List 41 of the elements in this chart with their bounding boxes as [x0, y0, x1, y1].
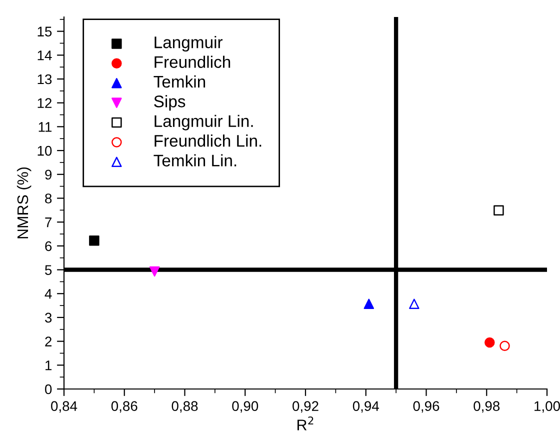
- x-tick-label: 0,98: [474, 401, 500, 413]
- x-tick-label: 0,88: [172, 401, 198, 413]
- y-tick-label: 9: [45, 170, 52, 180]
- legend-label: Temkin: [154, 75, 206, 88]
- y-tick-label: 1: [46, 360, 52, 370]
- point: [494, 205, 504, 216]
- x-tick-label: 0,94: [352, 401, 379, 413]
- legend-label: Sips: [154, 95, 186, 111]
- legend-label: Langmuir Lin.: [154, 114, 253, 130]
- y-tick-label: 0: [45, 384, 52, 394]
- x-tick-label: 1,00: [534, 401, 560, 413]
- point: [484, 337, 495, 348]
- point: [89, 236, 100, 246]
- y-tick-label: 4: [44, 289, 52, 299]
- y-tick-label: 3: [45, 312, 52, 323]
- y-axis-title: NMRS (%): [16, 167, 32, 238]
- point: [500, 340, 510, 351]
- legend-label: Temkin Lin.: [154, 154, 236, 166]
- y-tick-label: 13: [38, 74, 52, 84]
- y-tick-label: 11: [38, 122, 52, 132]
- y-tick-label: 8: [45, 194, 52, 204]
- legend-label: Langmuir: [154, 36, 223, 52]
- point: [409, 298, 420, 309]
- y-tick-label: 7: [45, 218, 52, 228]
- legend-label: Freundlich Lin.: [154, 134, 262, 147]
- x-tick-label: 0,92: [292, 401, 318, 413]
- x-tick-label: 0,90: [232, 401, 258, 413]
- y-tick-label: 10: [38, 146, 52, 156]
- y-tick-label: 6: [45, 241, 52, 252]
- x-tick-label: 0,84: [51, 401, 78, 413]
- y-tick-label: 2: [45, 336, 52, 346]
- y-tick-label: 5: [45, 265, 52, 275]
- legend-label: Freundlich: [154, 56, 230, 68]
- y-tick-label: 12: [38, 98, 52, 108]
- point: [364, 298, 374, 309]
- y-tick-label: 15: [38, 26, 52, 36]
- y-tick-label: 14: [38, 50, 52, 60]
- x-axis-title: R$^{2}$: [298, 416, 314, 430]
- x-tick-label: 0,96: [413, 401, 440, 413]
- x-tick-label: 0,86: [111, 401, 138, 413]
- point: [149, 266, 160, 277]
